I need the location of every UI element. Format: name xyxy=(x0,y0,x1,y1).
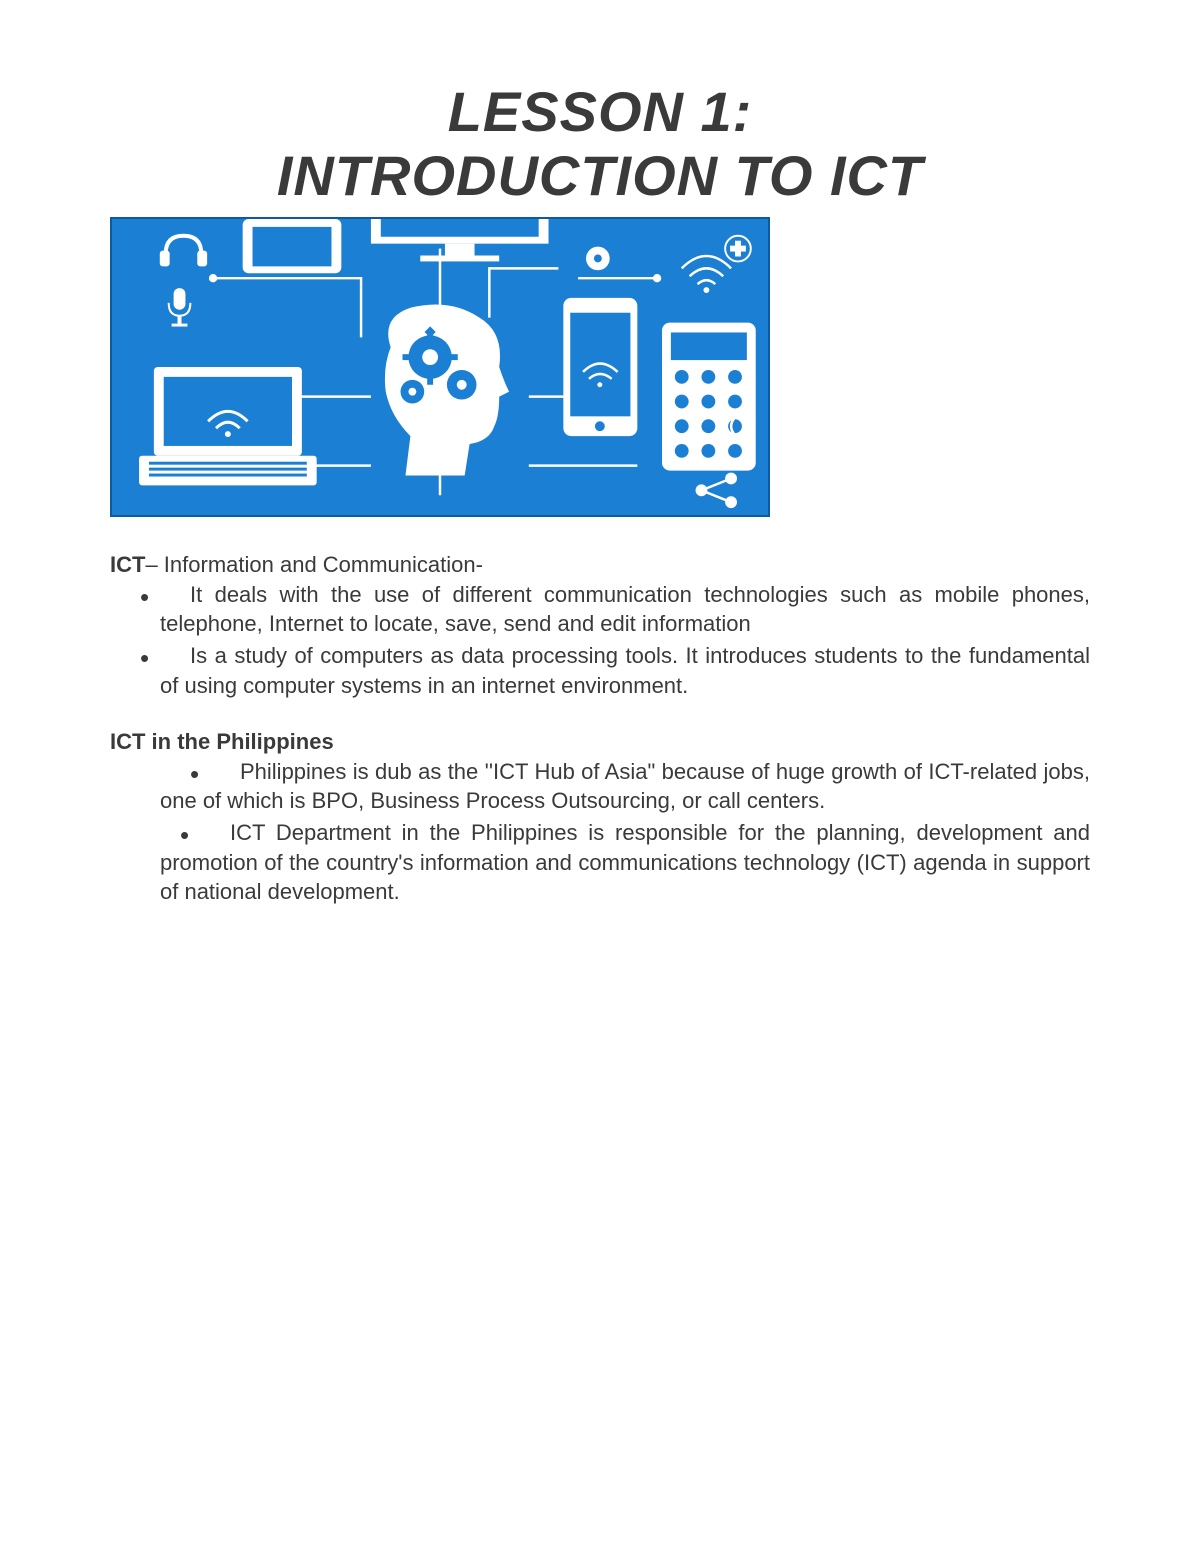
ict-devices-illustration xyxy=(112,219,768,515)
term-expansion: – Information and Communication- xyxy=(145,552,483,577)
section-bullets: Philippines is dub as the ''ICT Hub of A… xyxy=(110,757,1090,907)
definition-line: ICT– Information and Communication- xyxy=(110,552,1090,578)
list-item: Philippines is dub as the ''ICT Hub of A… xyxy=(110,757,1090,816)
list-item: It deals with the use of different commu… xyxy=(110,580,1090,639)
definition-bullets: It deals with the use of different commu… xyxy=(110,580,1090,701)
tablet-icon xyxy=(243,219,342,273)
title-line-2: INTRODUCTION TO ICT xyxy=(277,144,923,207)
title-line-1: LESSON 1: xyxy=(448,80,753,143)
list-item: Is a study of computers as data processi… xyxy=(110,641,1090,700)
hero-illustration xyxy=(110,217,770,517)
gear-icon xyxy=(586,246,610,270)
laptop-icon xyxy=(139,367,317,485)
smartphone-icon xyxy=(563,298,637,436)
term-ict: ICT xyxy=(110,552,145,577)
list-item: ICT Department in the Philippines is res… xyxy=(110,818,1090,907)
calculator-icon xyxy=(662,322,756,470)
page-title: LESSON 1: INTRODUCTION TO ICT xyxy=(110,80,1090,209)
section-heading: ICT in the Philippines xyxy=(110,729,1090,755)
